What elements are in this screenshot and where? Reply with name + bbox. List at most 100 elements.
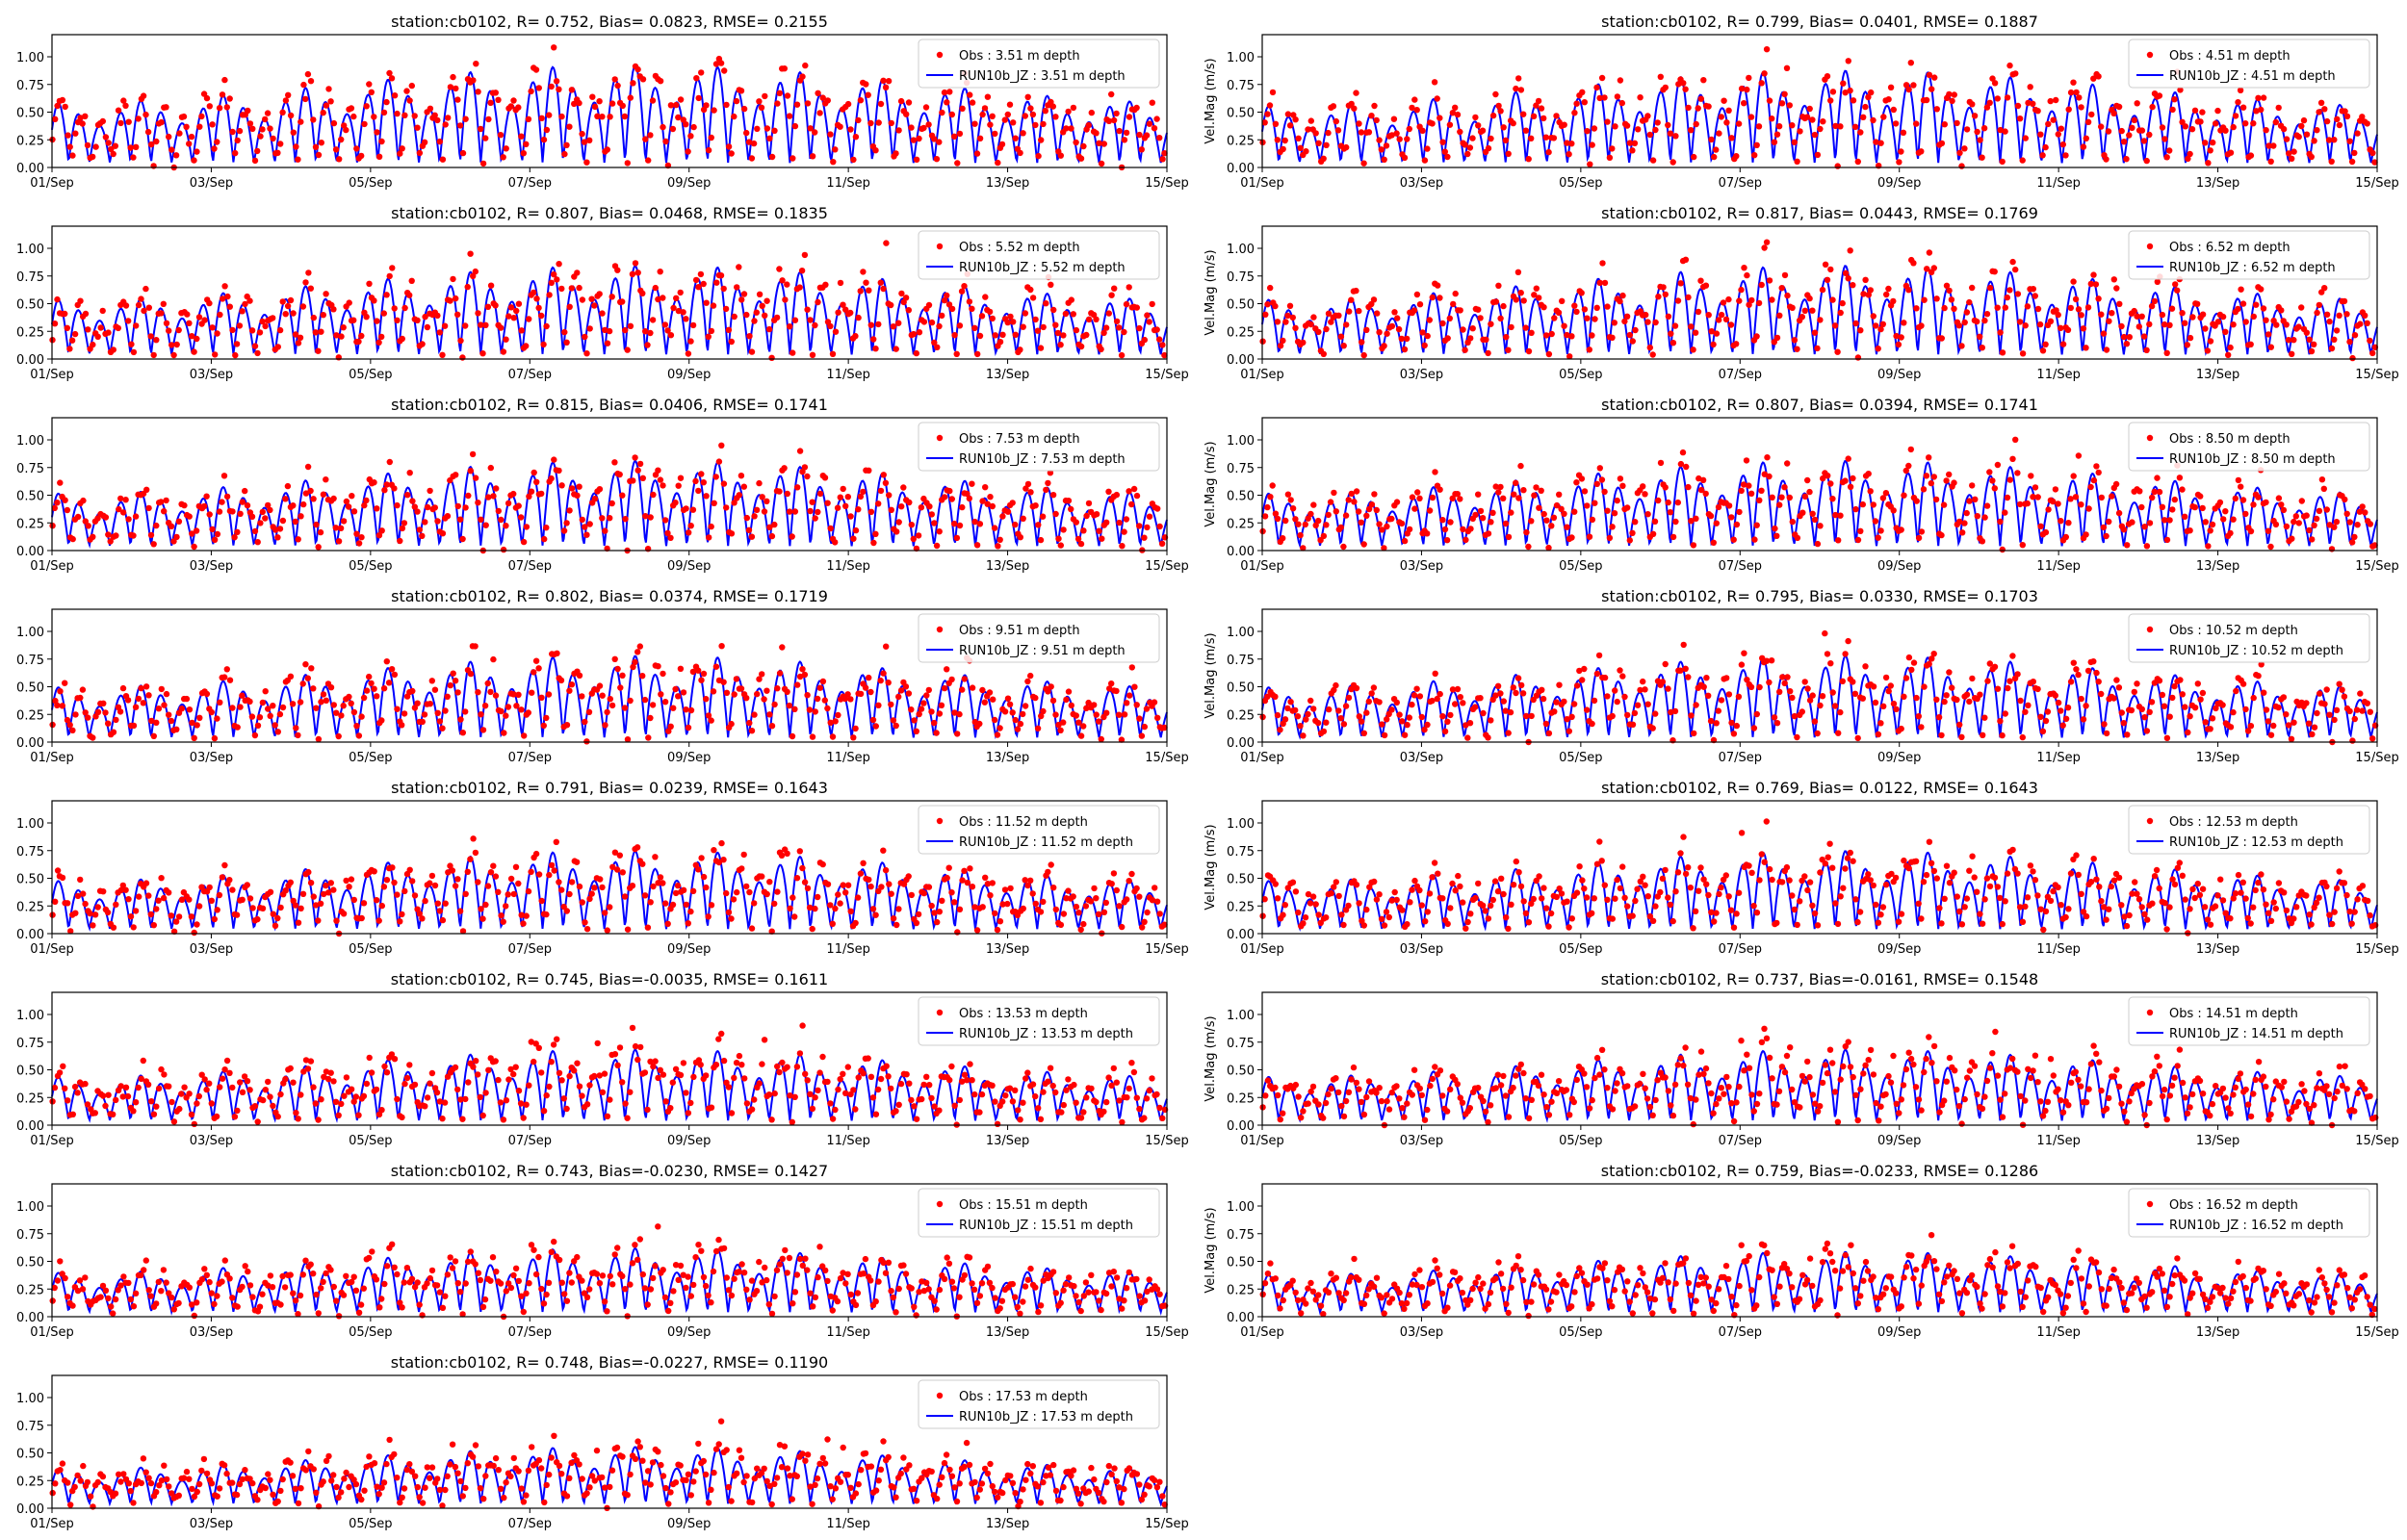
obs-point [1581, 488, 1589, 495]
obs-point [1153, 116, 1160, 122]
obs-point [1951, 869, 1957, 876]
obs-point [619, 492, 626, 499]
obs-point [2289, 535, 2295, 542]
obs-point [102, 134, 110, 141]
y-tick-label: 0.25 [1227, 325, 1255, 340]
obs-point [2351, 909, 2358, 915]
obs-point [1827, 266, 1834, 273]
obs-point [2080, 325, 2087, 332]
obs-point [2263, 499, 2269, 506]
obs-point [1121, 711, 1128, 718]
obs-point [485, 494, 492, 500]
obs-point [786, 113, 793, 119]
obs-point [1312, 522, 1319, 528]
obs-point [2027, 862, 2034, 869]
obs-point [1398, 520, 1406, 527]
obs-point [256, 329, 264, 336]
obs-point [1485, 530, 1492, 537]
obs-point [140, 92, 147, 99]
obs-point [941, 89, 948, 96]
obs-point [1543, 517, 1550, 524]
obs-point [1771, 339, 1778, 346]
obs-point [2037, 131, 2044, 138]
obs-point [1108, 292, 1115, 298]
obs-point [404, 492, 411, 499]
obs-point [548, 861, 556, 869]
obs-point [1949, 97, 1955, 105]
obs-point [1073, 903, 1080, 911]
obs-point [842, 306, 849, 313]
obs-point [1272, 693, 1279, 700]
obs-point [2095, 295, 2102, 302]
obs-point [1517, 87, 1525, 93]
obs-point [51, 321, 59, 327]
obs-point [57, 479, 64, 486]
obs-point [1875, 346, 1881, 352]
obs-point [221, 1066, 228, 1073]
obs-point [54, 295, 61, 303]
obs-point [2124, 732, 2131, 738]
obs-point [472, 268, 479, 275]
obs-point [1333, 681, 1339, 689]
obs-point [194, 921, 200, 928]
obs-point [751, 513, 758, 520]
obs-point [576, 284, 582, 292]
y-tick-label: 0.75 [16, 462, 44, 476]
obs-point [2179, 118, 2186, 125]
obs-point [318, 699, 324, 706]
obs-point [989, 880, 996, 886]
obs-point [1862, 103, 1869, 111]
obs-point [2103, 156, 2109, 163]
obs-point [1854, 918, 1861, 926]
obs-point [1905, 86, 1912, 93]
obs-point [1573, 682, 1581, 689]
obs-point [2182, 704, 2188, 710]
obs-point [2065, 520, 2072, 526]
obs-point [82, 709, 89, 716]
obs-point [439, 156, 447, 163]
obs-point [2093, 669, 2100, 677]
obs-point [2265, 718, 2272, 725]
y-axis-label: Vel.Mag (m/s) [1204, 632, 1218, 718]
obs-point [1564, 898, 1570, 905]
obs-point [323, 697, 329, 704]
obs-point [1494, 887, 1502, 895]
obs-point [279, 109, 286, 116]
obs-point [203, 690, 211, 698]
obs-point [2092, 281, 2100, 288]
obs-point [1295, 135, 1302, 141]
obs-point [403, 88, 410, 94]
obs-point [661, 517, 669, 524]
obs-point [925, 884, 933, 890]
obs-point [1454, 685, 1462, 693]
obs-point [1986, 883, 1994, 890]
obs-point [323, 1068, 330, 1075]
model-line [1261, 69, 2378, 165]
axes-frame [51, 800, 1168, 935]
obs-point [551, 867, 557, 874]
obs-point [1315, 140, 1322, 146]
obs-point [270, 135, 276, 142]
obs-point [1657, 73, 1665, 81]
obs-point [2179, 691, 2186, 698]
obs-point [148, 1098, 155, 1105]
obs-point [905, 307, 912, 314]
obs-point [2194, 880, 2201, 887]
obs-point [501, 730, 507, 736]
obs-point [2042, 908, 2050, 915]
obs-point [632, 658, 638, 666]
obs-point [1753, 910, 1761, 916]
obs-point [1153, 326, 1160, 333]
obs-point [1556, 491, 1563, 498]
obs-point [1930, 474, 1938, 480]
obs-point [1568, 333, 1575, 340]
obs-point [568, 87, 576, 93]
obs-point [815, 508, 821, 516]
obs-point [481, 703, 489, 709]
obs-point [84, 1101, 91, 1108]
obs-point [1530, 113, 1538, 120]
model-line [51, 850, 1168, 933]
obs-point [1330, 103, 1337, 110]
x-tick-label: 03/Sep [190, 176, 233, 191]
obs-point [1416, 301, 1424, 308]
